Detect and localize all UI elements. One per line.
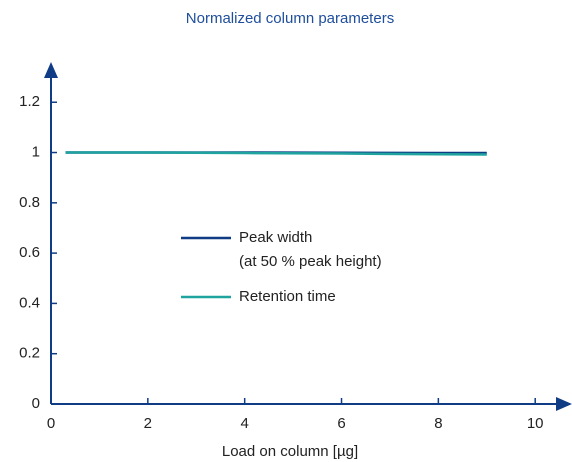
x-tick-label: 6 [337, 415, 345, 432]
x-tick-label: 4 [241, 415, 249, 432]
legend-label: Peak width (at 50 % peak height) [239, 229, 382, 270]
y-tick-label: 0 [32, 395, 40, 412]
y-tick-label: 1 [32, 143, 40, 160]
y-tick-label: 0.4 [19, 294, 40, 311]
x-axis-label: Load on column [µg] [222, 443, 358, 460]
y-tick-label: 0.2 [19, 345, 40, 362]
x-tick-label: 10 [527, 415, 544, 432]
chart-title: Normalized column parameters [186, 10, 394, 27]
x-tick-label: 2 [144, 415, 152, 432]
legend-label: Retention time [239, 288, 336, 305]
y-axis-arrow [44, 62, 58, 78]
y-tick-label: 1.2 [19, 93, 40, 110]
x-axis-arrow [556, 397, 572, 411]
x-tick-label: 0 [47, 415, 55, 432]
x-tick-label: 8 [434, 415, 442, 432]
series-line [65, 151, 487, 156]
y-tick-label: 0.6 [19, 244, 40, 261]
y-tick-label: 0.8 [19, 194, 40, 211]
